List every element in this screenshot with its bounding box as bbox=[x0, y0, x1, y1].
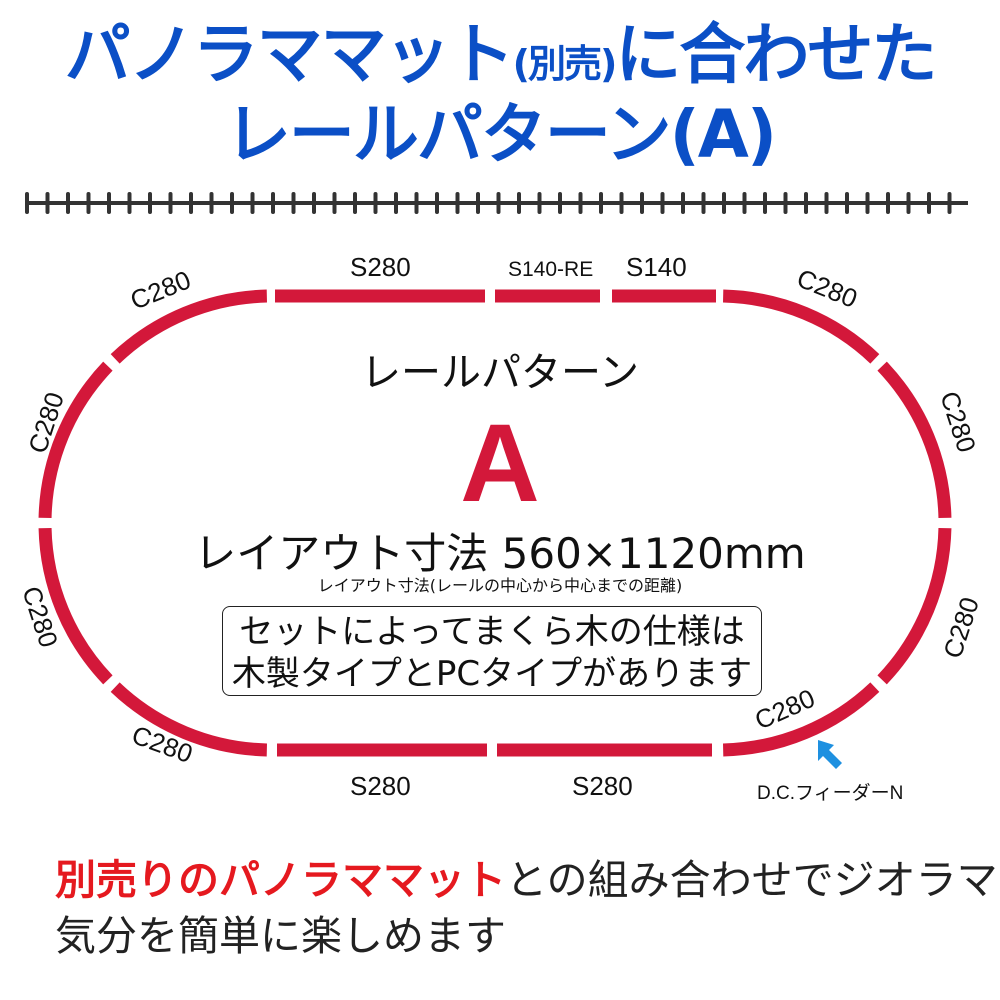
rail-label-curve: C280 bbox=[937, 593, 985, 661]
curve-rail bbox=[110, 682, 268, 757]
curve-rail bbox=[38, 527, 113, 685]
pattern-label: レールパターン bbox=[361, 350, 639, 396]
rail-label-bottom-1: S280 bbox=[350, 771, 411, 801]
sleeper-note-box: セットによってまくら木の仕様は 木製タイプとPCタイプがあります bbox=[222, 606, 762, 696]
layout-dimensions-note: レイアウト寸法(レールの中心から中心までの距離) bbox=[317, 576, 683, 595]
curve-rail bbox=[38, 361, 113, 519]
bottom-caption: 別売りのパノラママットとの組み合わせでジオラマ 気分を簡単に楽しめます bbox=[55, 852, 998, 964]
note-line: セットによってまくら木の仕様は bbox=[239, 612, 745, 652]
title-text: パノラママット bbox=[64, 16, 515, 93]
curve-rail bbox=[877, 527, 952, 685]
title-line-1: パノラママット(別売)に合わせた bbox=[0, 15, 1000, 104]
title-sold-separately: (別売) bbox=[512, 42, 618, 86]
rail-label-top-3: S140 bbox=[626, 252, 687, 282]
title-line-2: レールパターン(A) bbox=[224, 96, 777, 173]
curve-rail bbox=[877, 361, 952, 519]
rail-layout bbox=[38, 289, 952, 757]
note-line: 木製タイプとPCタイプがあります bbox=[231, 654, 753, 694]
caption-text: との組み合わせでジオラマ bbox=[506, 856, 998, 904]
feeder-label: D.C.フィーダーN bbox=[757, 783, 904, 804]
rail-label-bottom-2: S280 bbox=[572, 771, 633, 801]
rail-label-top-2: S140-RE bbox=[508, 258, 593, 281]
curve-rail bbox=[722, 289, 880, 364]
rail-label-top-1: S280 bbox=[350, 252, 411, 282]
layout-dimensions: レイアウト寸法 560×1120mm bbox=[194, 529, 806, 578]
curve-rail bbox=[722, 682, 880, 757]
curve-rail bbox=[110, 289, 268, 364]
arrow-up-left-icon bbox=[818, 740, 842, 769]
caption-highlight: 別売りのパノラママット bbox=[55, 856, 506, 904]
caption-text: 気分を簡単に楽しめます bbox=[55, 912, 506, 960]
ruler-track-icon bbox=[25, 192, 968, 214]
title-text: に合わせた bbox=[615, 16, 937, 93]
pattern-letter: A bbox=[460, 402, 540, 525]
